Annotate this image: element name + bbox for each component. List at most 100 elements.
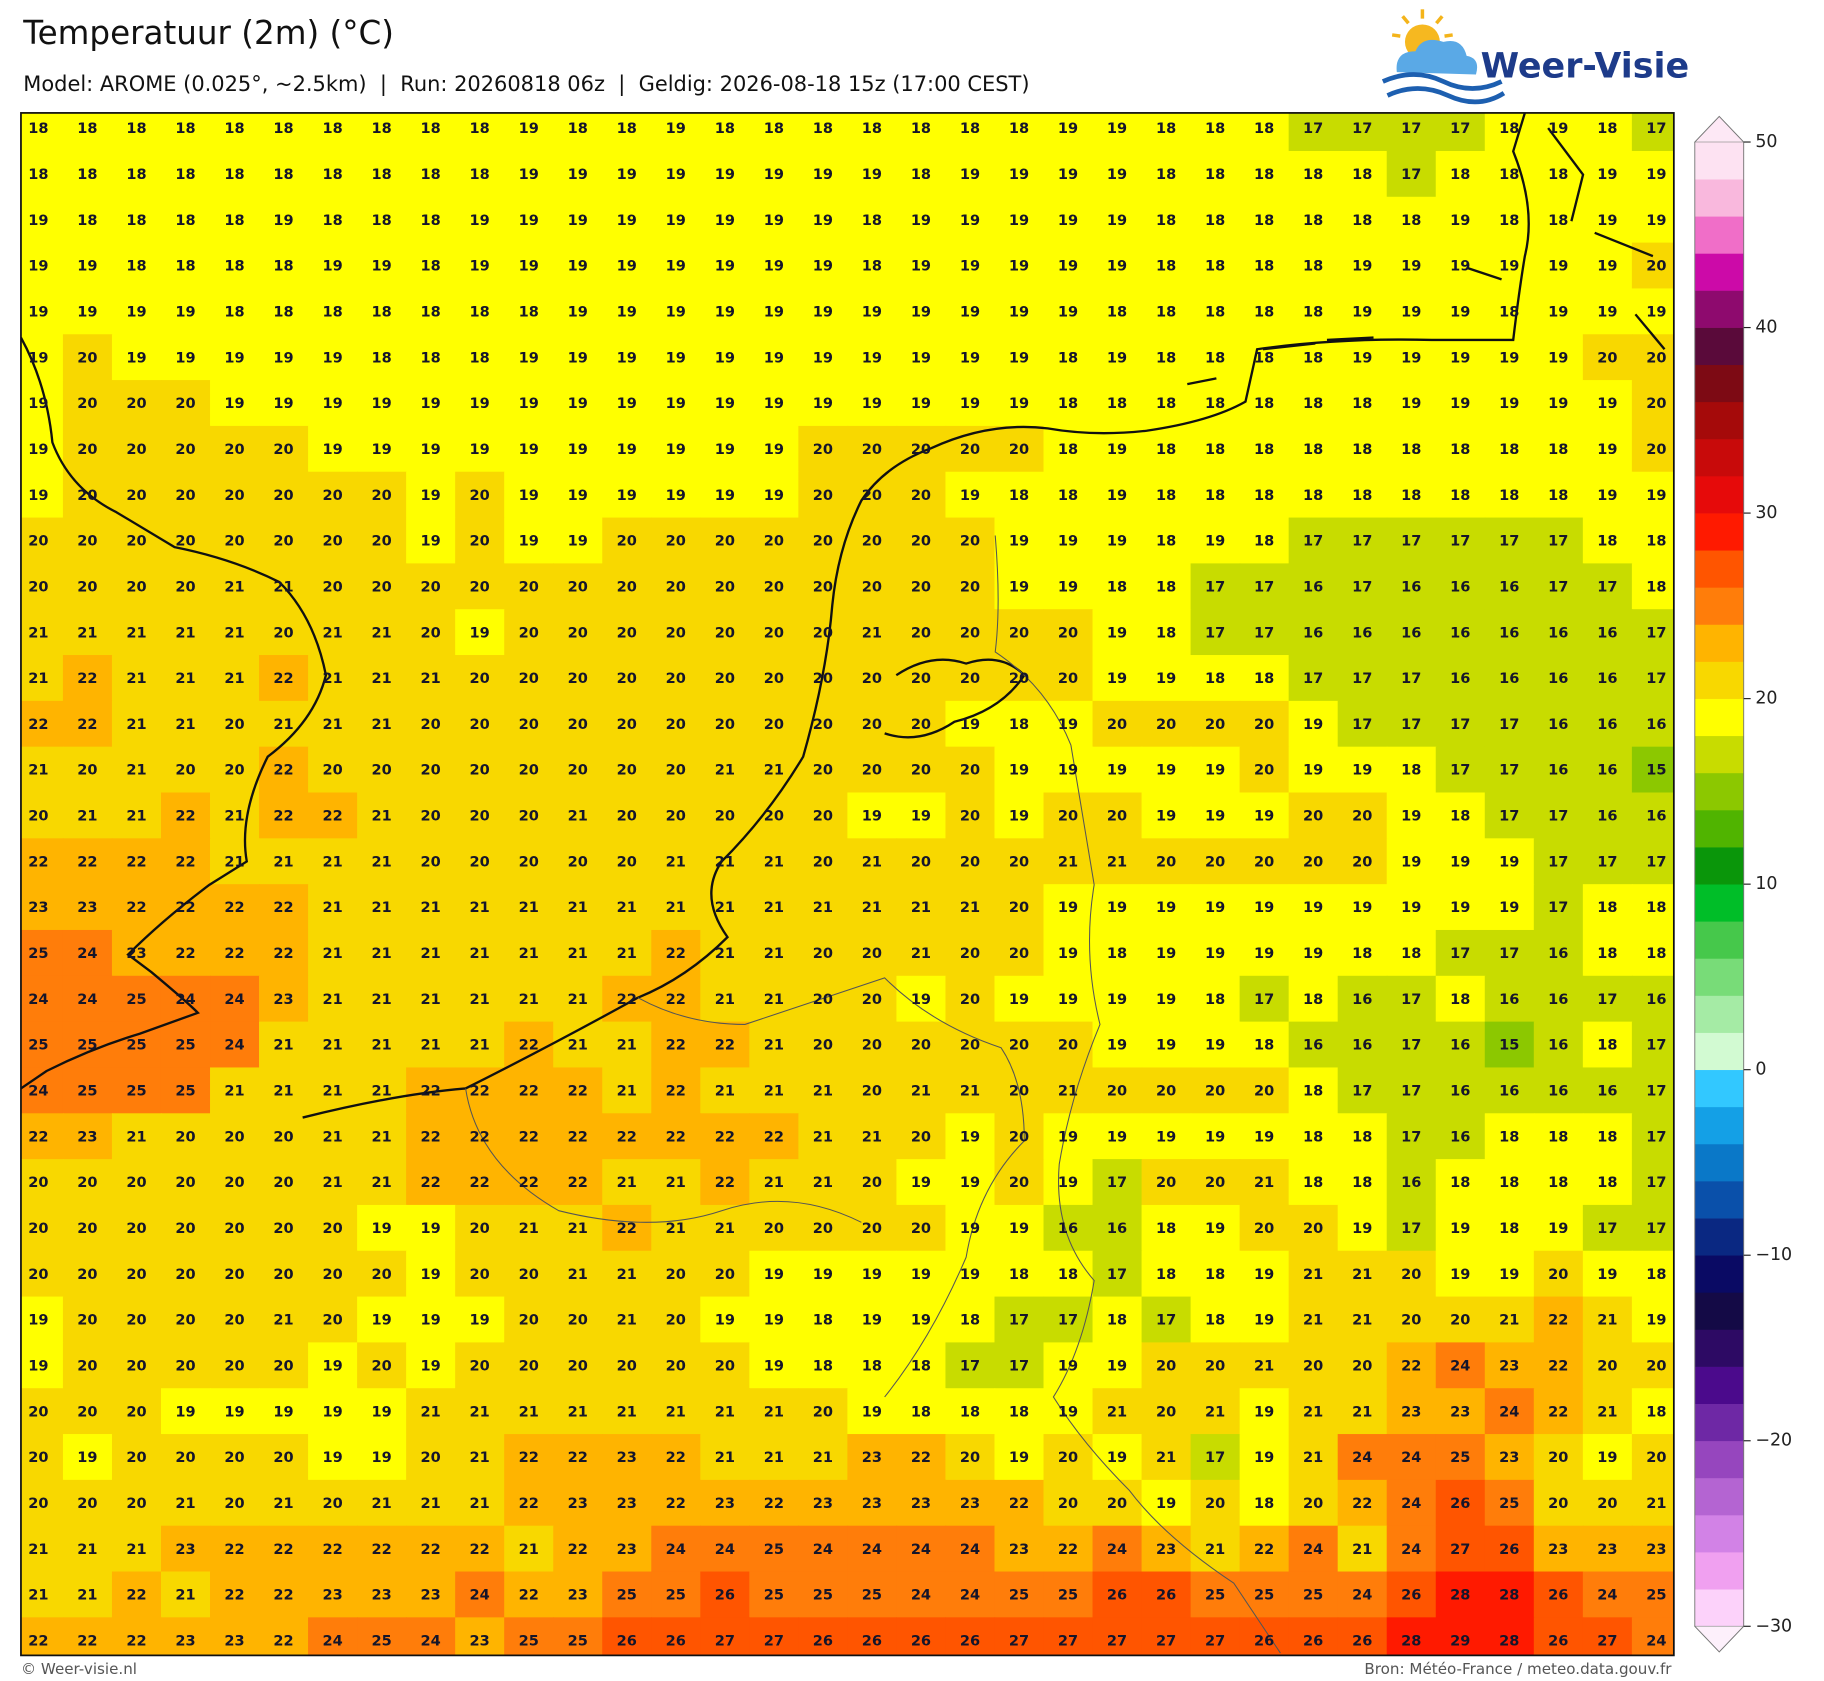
temperature-cell — [602, 242, 652, 290]
temperature-label: 19 — [1107, 258, 1127, 275]
temperature-label: 20 — [617, 578, 637, 595]
temperature-label: 17 — [1352, 533, 1372, 550]
temperature-label: 23 — [1646, 1541, 1666, 1558]
temperature-label: 17 — [1646, 1083, 1666, 1100]
temperature-label: 22 — [666, 1449, 686, 1466]
temperature-label: 21 — [911, 899, 931, 916]
temperature-label: 25 — [617, 1587, 637, 1604]
temperature-cell — [896, 838, 947, 885]
temperature-label: 19 — [1107, 899, 1127, 916]
temperature-cell — [896, 792, 947, 840]
temperature-cell — [1141, 196, 1192, 244]
temperature-label: 19 — [1499, 1266, 1519, 1283]
temperature-label: 18 — [1352, 487, 1372, 504]
temperature-label: 19 — [617, 395, 637, 412]
temperature-label: 19 — [1205, 1037, 1225, 1054]
temperature-label: 20 — [421, 762, 441, 779]
temperature-label: 20 — [28, 808, 48, 825]
temperature-cell — [1092, 517, 1143, 565]
temperature-label: 19 — [1548, 258, 1568, 275]
temperature-cell — [1141, 700, 1192, 748]
temperature-label: 20 — [126, 441, 146, 458]
colorbar-tick-label: −30 — [1755, 1616, 1792, 1636]
temperature-label: 18 — [1156, 166, 1176, 183]
temperature-cell — [1435, 1204, 1486, 1252]
temperature-cell — [1435, 112, 1486, 152]
temperature-cell — [20, 334, 64, 381]
temperature-label: 22 — [617, 1220, 637, 1237]
temperature-label: 20 — [862, 670, 882, 687]
temperature-cell — [20, 150, 64, 198]
temperature-label: 19 — [813, 258, 833, 275]
temperature-label: 19 — [1107, 1357, 1127, 1374]
temperature-cell — [20, 746, 64, 794]
temperature-cell — [896, 517, 947, 565]
temperature-label: 24 — [1597, 1587, 1617, 1604]
temperature-label: 19 — [862, 808, 882, 825]
temperature-label: 21 — [764, 1037, 784, 1054]
temperature-label: 20 — [470, 853, 490, 870]
temperature-cell — [1631, 563, 1674, 610]
temperature-label: 19 — [421, 441, 441, 458]
temperature-label: 27 — [764, 1632, 784, 1649]
temperature-label: 18 — [1205, 349, 1225, 366]
temperature-cell — [1141, 1204, 1192, 1252]
temperature-label: 17 — [1499, 716, 1519, 733]
temperature-label: 18 — [1450, 441, 1470, 458]
colorbar-tick-label: 30 — [1755, 503, 1777, 523]
temperature-label: 21 — [568, 1220, 588, 1237]
temperature-cell — [210, 288, 260, 335]
temperature-label: 20 — [77, 533, 97, 550]
temperature-label: 17 — [1401, 1128, 1421, 1145]
temperature-label: 16 — [1107, 1220, 1127, 1237]
temperature-cell — [994, 196, 1045, 244]
temperature-label: 22 — [1548, 1357, 1568, 1374]
logo-cloud — [1396, 39, 1478, 75]
temperature-label: 25 — [28, 1037, 48, 1054]
temperature-cell — [160, 196, 211, 244]
temperature-label: 20 — [960, 808, 980, 825]
temperature-label: 18 — [1401, 212, 1421, 229]
temperature-label: 18 — [862, 258, 882, 275]
temperature-label: 18 — [1009, 716, 1029, 733]
temperature-label: 27 — [715, 1632, 735, 1649]
temperature-cell — [1288, 380, 1339, 427]
temperature-cell — [1288, 150, 1339, 198]
temperature-label: 20 — [911, 762, 931, 779]
temperature-label: 20 — [77, 1357, 97, 1374]
temperature-cell — [406, 609, 456, 656]
temperature-label: 21 — [1597, 1403, 1617, 1420]
temperature-label: 20 — [1646, 395, 1666, 412]
temperature-cell — [798, 196, 849, 244]
temperature-label: 29 — [1450, 1632, 1470, 1649]
temperature-cell — [1288, 242, 1339, 290]
temperature-label: 25 — [813, 1587, 833, 1604]
temperature-cell — [847, 975, 898, 1023]
temperature-cell — [651, 150, 702, 198]
temperature-cell — [259, 655, 309, 702]
temperature-label: 18 — [28, 120, 48, 137]
temperature-label: 25 — [175, 1037, 195, 1054]
temperature-cell — [357, 792, 407, 840]
temperature-label: 18 — [1548, 441, 1568, 458]
temperature-label: 22 — [273, 762, 293, 779]
colorbar-band — [1694, 142, 1744, 180]
temperature-label: 20 — [175, 578, 195, 595]
temperature-cell — [700, 1067, 751, 1114]
temperature-label: 21 — [470, 1403, 490, 1420]
temperature-cell — [1533, 380, 1584, 427]
temperature-label: 21 — [1156, 1449, 1176, 1466]
temperature-label: 20 — [666, 1357, 686, 1374]
temperature-label: 20 — [1107, 1083, 1127, 1100]
temperature-cell — [602, 517, 652, 565]
temperature-cell — [1288, 471, 1339, 519]
temperature-label: 19 — [1401, 304, 1421, 321]
temperature-label: 18 — [1205, 1266, 1225, 1283]
temperature-cell — [210, 242, 260, 290]
colorbar-band — [1694, 661, 1744, 699]
temperature-label: 17 — [1352, 578, 1372, 595]
temperature-label: 19 — [1107, 212, 1127, 229]
temperature-cell — [1386, 975, 1437, 1023]
temperature-label: 24 — [1450, 1357, 1470, 1374]
temperature-label: 19 — [1401, 808, 1421, 825]
